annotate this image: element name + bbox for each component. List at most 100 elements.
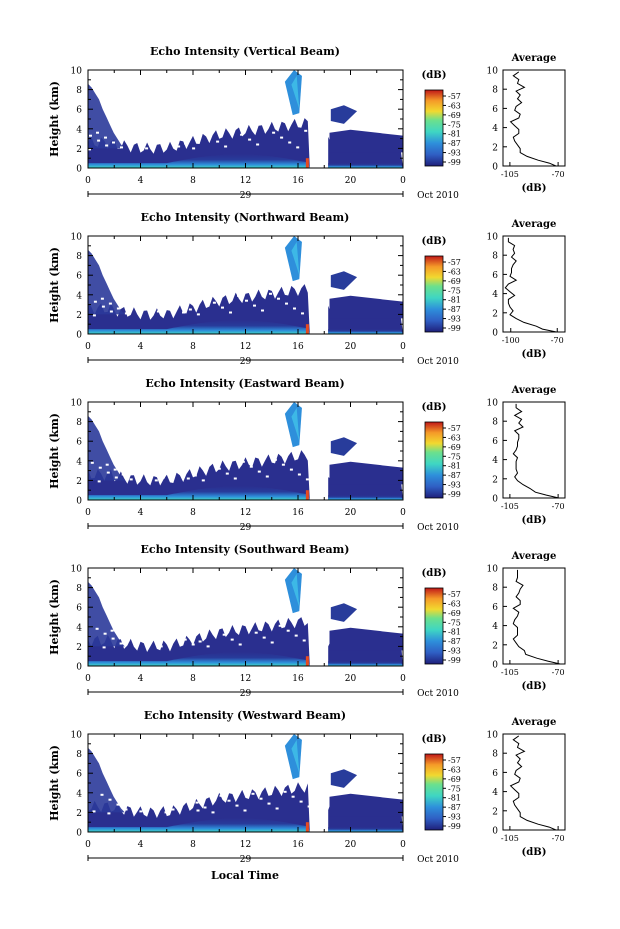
colorbar: [424, 421, 444, 499]
xtick-label: 16: [292, 508, 304, 518]
echo-gap: [229, 311, 232, 314]
panel-title: Echo Intensity (Westward Beam): [144, 709, 346, 722]
echo-gap: [272, 131, 276, 134]
echo-late-upper: [330, 603, 358, 622]
echo-gap: [270, 641, 274, 644]
colorbar-tick-label: -87: [448, 803, 461, 812]
echo-plume: [284, 568, 302, 614]
colorbar-tick-label: -63: [448, 267, 461, 276]
profile-ytick-label: 8: [492, 418, 498, 428]
xtick-label: 8: [190, 342, 196, 352]
echo-gap: [224, 145, 228, 148]
echo-gap: [251, 792, 255, 795]
echo-gap: [110, 629, 114, 632]
echo-gap: [262, 636, 266, 639]
ytick-label: 6: [76, 604, 82, 614]
xtick-label: 0: [400, 342, 406, 352]
echo-gap: [108, 798, 112, 801]
echo-late: [329, 793, 403, 817]
echo-strong: [88, 818, 310, 832]
date-label: Oct 2010: [417, 191, 459, 201]
xtick-label: 20: [345, 176, 357, 186]
echo-gap: [121, 132, 125, 135]
profile-ytick-label: 8: [492, 86, 498, 96]
echo-late: [329, 627, 403, 651]
echo-gap: [113, 127, 117, 130]
date-label: Oct 2010: [417, 523, 459, 533]
day-label: 29: [240, 523, 252, 533]
echo-plume: [284, 236, 302, 282]
echo-gap: [121, 473, 125, 476]
panel-0: Echo Intensity (Vertical Beam) 0 2 4 6 8 10 Hei…: [48, 45, 566, 201]
ytick-label: 8: [76, 750, 82, 760]
echo-strong: [328, 329, 403, 334]
xtick-label: 0: [400, 840, 406, 850]
panel-4: Echo Intensity (Westward Beam) 0 2 4 6 8 10 Hei…: [48, 709, 566, 865]
echo-hotspot: [305, 324, 309, 334]
colorbar-tick-label: -75: [448, 784, 461, 793]
echo-gap: [221, 306, 224, 309]
echo-gap: [129, 478, 133, 481]
echo-gap: [171, 808, 175, 811]
echo-plume-core: [291, 407, 300, 442]
profile-ytick-label: 6: [492, 271, 498, 281]
colorbar-tick-label: -75: [448, 120, 461, 129]
echo-gap: [280, 136, 284, 139]
echo-gap: [115, 795, 119, 798]
profile-ytick-label: 4: [492, 788, 498, 798]
echo-gap: [105, 463, 109, 466]
echo-gap: [269, 292, 272, 295]
xtick-label: 0: [85, 508, 91, 518]
colorbar-tick-label: -63: [448, 599, 461, 608]
xtick-label: 0: [85, 840, 91, 850]
xtick-label: 4: [138, 674, 144, 684]
xtick-label: 4: [138, 508, 144, 518]
ylabel: Height (km): [48, 81, 61, 157]
figure-xlabel: Local Time: [211, 869, 279, 882]
panel-title: Echo Intensity (Eastward Beam): [145, 377, 344, 390]
echo-gap: [253, 304, 256, 307]
echo-plume: [284, 70, 302, 116]
echo-gap: [123, 800, 127, 803]
colorbar-tick-label: -99: [448, 490, 461, 499]
echo-gap: [154, 479, 158, 482]
echo-gap: [281, 463, 285, 466]
echo-plume: [284, 734, 302, 780]
profile-xtick-label: -70: [552, 502, 565, 511]
panel-1: Echo Intensity (Northward Beam) 0 2 4 6 8 10 He…: [48, 211, 566, 367]
xtick-label: 4: [138, 840, 144, 850]
echo-gap: [277, 297, 280, 300]
profile-ytick-label: 10: [487, 233, 499, 243]
echo-gap: [106, 471, 110, 474]
colorbar-tick-label: -57: [448, 756, 461, 765]
echo-gap: [116, 307, 120, 310]
echo-gap: [112, 141, 115, 144]
echo-late: [329, 295, 403, 319]
xtick-label: 16: [292, 674, 304, 684]
profile-xtick-label: -105: [501, 170, 519, 179]
echo-early: [88, 581, 128, 647]
ytick-label: 10: [71, 565, 83, 575]
xtick-label: 8: [190, 674, 196, 684]
echo-gap: [102, 646, 106, 649]
day-label: 29: [240, 689, 252, 699]
colorbar-tick-label: -93: [448, 481, 461, 490]
echo-gap: [235, 804, 239, 807]
profile-title: Average: [511, 219, 557, 230]
echo-strong: [88, 652, 310, 666]
ytick-label: 6: [76, 106, 82, 116]
colorbar-tick-label: -75: [448, 452, 461, 461]
xtick-label: 20: [345, 674, 357, 684]
profile-ytick-label: 2: [492, 807, 498, 817]
echo-gap: [166, 642, 170, 645]
profile-ytick-label: 2: [492, 143, 498, 153]
panel-title: Echo Intensity (Vertical Beam): [150, 45, 340, 58]
profile-ytick-label: 10: [487, 399, 499, 409]
echo-gap: [278, 624, 282, 627]
ytick-label: 0: [76, 663, 82, 673]
echo-gap: [126, 639, 130, 642]
echo-gap: [114, 476, 118, 479]
echo-gap: [92, 810, 96, 813]
day-label: 29: [240, 357, 252, 367]
xtick-label: 16: [292, 342, 304, 352]
